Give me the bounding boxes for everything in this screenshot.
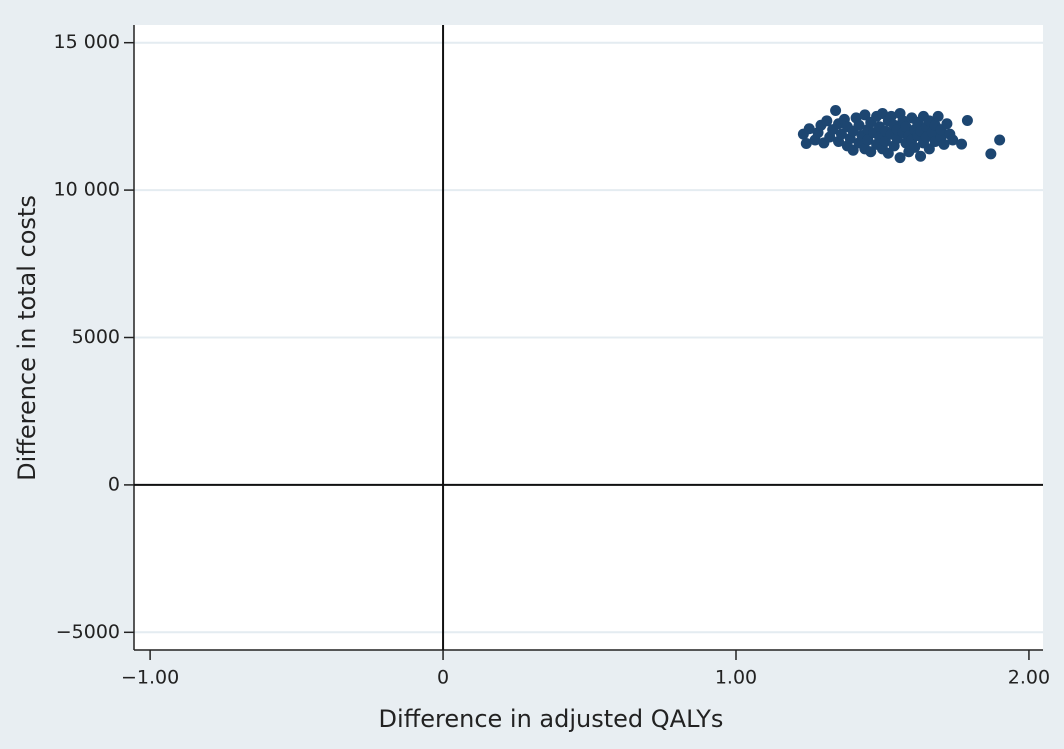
point bbox=[932, 110, 944, 122]
x-tick-label: 1.00 bbox=[715, 667, 757, 689]
x-tick-label: 2.00 bbox=[1008, 667, 1050, 689]
point bbox=[821, 115, 833, 127]
point bbox=[894, 152, 906, 164]
point bbox=[835, 128, 847, 140]
point bbox=[900, 121, 912, 133]
y-tick-label: −5000 bbox=[56, 621, 120, 643]
point bbox=[909, 141, 921, 153]
point bbox=[923, 143, 935, 155]
point bbox=[947, 134, 959, 146]
x-tick-label: −1.00 bbox=[121, 667, 179, 689]
point bbox=[985, 148, 997, 160]
point bbox=[879, 135, 891, 147]
point bbox=[941, 118, 953, 130]
point bbox=[961, 115, 973, 127]
x-tick-label: 0 bbox=[437, 667, 449, 689]
y-tick-label: 5000 bbox=[72, 326, 120, 348]
point bbox=[876, 107, 888, 119]
point bbox=[853, 119, 865, 131]
y-tick-label: 0 bbox=[108, 473, 120, 495]
point bbox=[862, 134, 874, 146]
point bbox=[994, 134, 1006, 146]
point bbox=[956, 138, 968, 150]
point bbox=[800, 138, 812, 150]
point bbox=[882, 147, 894, 159]
point bbox=[859, 109, 871, 121]
point bbox=[847, 144, 859, 156]
point bbox=[885, 110, 897, 122]
point bbox=[803, 123, 815, 135]
point bbox=[915, 150, 927, 162]
x-axis-title: Difference in adjusted QALYs bbox=[379, 705, 724, 733]
point bbox=[830, 104, 842, 116]
y-tick-label: 10 000 bbox=[54, 179, 120, 201]
point bbox=[938, 138, 950, 150]
y-axis-title: Difference in total costs bbox=[13, 195, 41, 481]
point bbox=[865, 146, 877, 158]
y-tick-label: 15 000 bbox=[54, 31, 120, 53]
